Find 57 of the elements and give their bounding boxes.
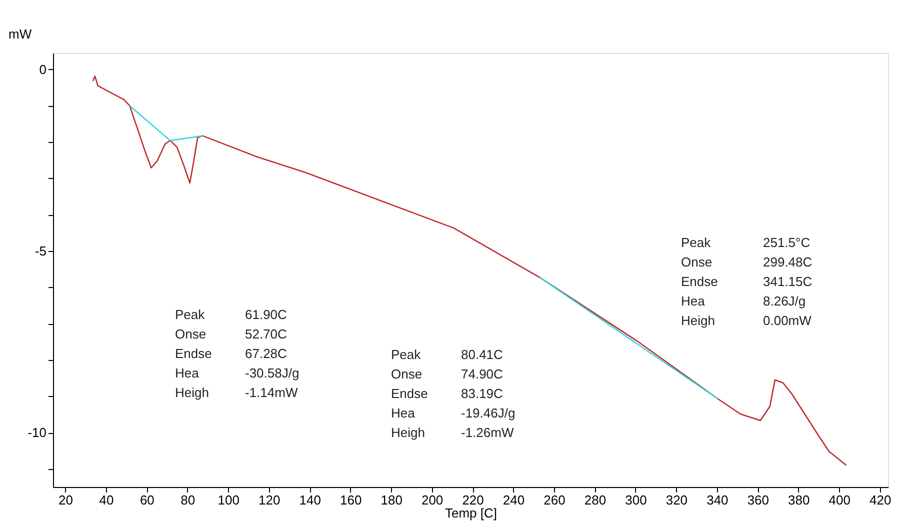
x-tick-label: 240 — [502, 492, 525, 508]
annotation: Peak — [175, 307, 206, 322]
annotation: Hea — [175, 366, 200, 380]
x-tick-label: 280 — [584, 492, 606, 508]
x-tick-label: 60 — [140, 492, 154, 508]
x-tick-label: 260 — [544, 492, 566, 508]
annotation: Peak — [391, 347, 422, 362]
x-tick-label: 320 — [666, 492, 688, 508]
y-tick-label: 0 — [39, 62, 46, 77]
x-tick-label: 180 — [380, 492, 402, 508]
annotation: 80.41C — [461, 347, 503, 362]
annotation: Onse — [681, 254, 712, 270]
y-axis-title: mW — [8, 26, 32, 42]
x-tick-label: 300 — [625, 492, 647, 508]
x-tick-label: 40 — [99, 492, 114, 508]
annotation: 0.00mW — [763, 313, 812, 328]
annotation: 67.28C — [245, 346, 287, 361]
annotation: 251.5°C — [763, 235, 810, 250]
annotation: -1.26mW — [461, 425, 514, 440]
annotation: 61.90C — [245, 307, 287, 322]
annotation: Heigh — [175, 385, 209, 400]
annotation: Hea — [391, 406, 416, 420]
annotation: Onse — [175, 326, 206, 342]
annotation: Endse — [391, 386, 428, 401]
x-tick-label: 160 — [340, 492, 362, 508]
annotation: 52.70C — [245, 326, 287, 342]
annotation: Hea — [681, 294, 706, 308]
annotation: Heigh — [681, 313, 715, 328]
x-tick-label: 340 — [706, 492, 728, 508]
annotation: 8.26J/g — [763, 294, 806, 308]
annotation: -19.46J/g — [461, 406, 516, 420]
x-tick-label: 380 — [788, 492, 810, 508]
annotation: 83.19C — [461, 386, 503, 401]
x-axis-title: Temp [C] — [444, 506, 498, 520]
x-tick-label: 80 — [180, 492, 196, 508]
annotation: 74.90C — [461, 366, 503, 382]
line-series — [92, 76, 847, 466]
x-tick-label: 220 — [462, 492, 484, 508]
annotation: Endse — [175, 346, 212, 361]
y-tick-label: -5 — [34, 243, 46, 258]
annotation: -30.58J/g — [245, 366, 300, 380]
annotation: Heigh — [391, 425, 425, 440]
x-tick-label: 200 — [421, 492, 444, 508]
annotation: Onse — [391, 366, 422, 382]
x-tick-label: 140 — [299, 492, 321, 508]
annotation: Endse — [681, 274, 718, 289]
x-tick-label: 100 — [218, 492, 240, 508]
x-tick-label: 400 — [828, 492, 850, 508]
x-tick-label: 120 — [258, 492, 280, 508]
annotation: Peak — [681, 235, 712, 250]
annotation: -1.14mW — [245, 385, 298, 400]
annotation: 341.15C — [763, 274, 812, 289]
annotation: 299.48C — [763, 254, 812, 270]
x-tick-label: 20 — [58, 492, 73, 508]
x-tick-label: 420 — [870, 492, 892, 508]
y-tick-label: -10 — [28, 425, 46, 440]
x-tick-label: 360 — [747, 492, 770, 508]
